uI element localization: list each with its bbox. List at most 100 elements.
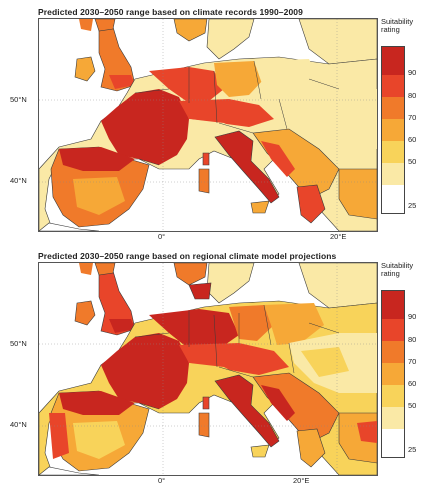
- borders: [134, 304, 340, 410]
- adriatic-coast: [261, 385, 295, 421]
- swatch-low: [382, 385, 404, 407]
- top-lon-label-20e: 20°E: [330, 232, 347, 241]
- poland: [264, 303, 324, 345]
- top-legend-label-90: 90: [408, 68, 417, 77]
- turkey-west: [338, 168, 377, 220]
- top-legend-bar: [381, 46, 405, 214]
- sicily: [250, 200, 270, 214]
- borders: [134, 60, 340, 166]
- top-legend: Suitability rating 90 80 70 60 50 25: [381, 18, 441, 238]
- swatch-very-high: [382, 291, 404, 319]
- swatch-mid-high: [382, 341, 404, 363]
- swatch-very-high: [382, 47, 404, 75]
- bottom-lat-label-40n: 40°N: [10, 420, 27, 429]
- iberia-north: [59, 391, 135, 415]
- bottom-map-svg: [39, 263, 377, 475]
- ireland: [74, 300, 96, 326]
- italy: [214, 130, 280, 204]
- germany-east: [214, 61, 264, 97]
- adriatic-coast: [261, 141, 295, 177]
- bottom-legend-title-2: rating: [381, 269, 400, 278]
- north-africa: [39, 466, 100, 475]
- bottom-panel-title: Predicted 2030–2050 range based on regio…: [38, 251, 337, 261]
- bottom-lon-label-20e: 20°E: [293, 476, 310, 485]
- top-panel: Predicted 2030–2050 range based on clima…: [0, 0, 445, 241]
- top-legend-label-25: 25: [408, 201, 417, 210]
- benelux-germany: [149, 67, 224, 103]
- iberia-west: [49, 413, 69, 459]
- bottom-legend: Suitability rating 90 80 70 60 50 25: [381, 262, 441, 482]
- swatch-mid: [382, 119, 404, 141]
- norway-west: [79, 263, 93, 275]
- sardinia: [198, 412, 210, 438]
- scandinavia-region: [206, 19, 255, 60]
- top-map-svg: [39, 19, 377, 231]
- top-legend-title-1: Suitability: [381, 17, 414, 26]
- sardinia: [198, 168, 210, 194]
- corsica: [202, 152, 210, 166]
- top-legend-title-2: rating: [381, 25, 400, 34]
- greece: [296, 428, 326, 468]
- scotland-north: [94, 19, 116, 32]
- gb-south: [109, 75, 135, 89]
- east-europe: [279, 89, 377, 149]
- top-map: [38, 18, 378, 232]
- swatch-mid: [382, 363, 404, 385]
- top-legend-label-60: 60: [408, 135, 417, 144]
- swatch-very-low: [382, 407, 404, 429]
- swatch-mid-high: [382, 97, 404, 119]
- swatch-none: [382, 185, 404, 213]
- top-lat-label-40n: 40°N: [10, 176, 27, 185]
- norway-south: [173, 19, 208, 42]
- swatch-none: [382, 429, 404, 457]
- gb-south: [109, 319, 135, 333]
- alps: [189, 363, 239, 381]
- sicily: [250, 444, 270, 458]
- norway-south: [173, 263, 208, 286]
- poland: [254, 59, 319, 99]
- corsica: [202, 396, 210, 410]
- iberia-north: [59, 147, 135, 171]
- swatch-very-low: [382, 163, 404, 185]
- bottom-panel: Predicted 2030–2050 range based on regio…: [0, 244, 445, 488]
- bottom-legend-bar: [381, 290, 405, 458]
- swatch-high: [382, 319, 404, 341]
- baltic-east: [298, 263, 377, 309]
- italy: [214, 374, 280, 448]
- swatch-high: [382, 75, 404, 97]
- baltic-east: [298, 19, 377, 65]
- bottom-lon-label-0: 0°: [158, 476, 166, 485]
- ireland: [74, 56, 96, 82]
- north-africa: [39, 222, 100, 231]
- top-legend-label-80: 80: [408, 91, 417, 100]
- top-lon-label-0: 0°: [158, 232, 166, 241]
- bottom-map: [38, 262, 378, 476]
- top-lat-label-50n: 50°N: [10, 95, 27, 104]
- scotland-north: [94, 263, 116, 276]
- iberia-inner: [73, 421, 125, 459]
- turkey-red: [357, 421, 377, 443]
- central-band: [179, 343, 289, 375]
- norway-west: [79, 19, 93, 31]
- bottom-legend-label-90: 90: [408, 312, 417, 321]
- top-legend-label-70: 70: [408, 113, 417, 122]
- bottom-lat-label-50n: 50°N: [10, 339, 27, 348]
- bottom-legend-title-1: Suitability: [381, 261, 414, 270]
- top-legend-label-50: 50: [408, 157, 417, 166]
- france: [101, 333, 189, 409]
- swatch-low: [382, 141, 404, 163]
- germany-east: [229, 305, 274, 341]
- bottom-legend-label-25: 25: [408, 445, 417, 454]
- benelux-germany: [149, 309, 239, 349]
- france: [101, 89, 189, 165]
- central-band: [179, 99, 274, 127]
- east-europe-mid: [301, 347, 349, 377]
- bottom-legend-label-70: 70: [408, 357, 417, 366]
- bottom-legend-label-80: 80: [408, 335, 417, 344]
- alps: [189, 119, 239, 137]
- top-panel-title: Predicted 2030–2050 range based on clima…: [38, 7, 303, 17]
- bottom-legend-label-60: 60: [408, 379, 417, 388]
- greece: [296, 184, 326, 224]
- denmark: [188, 282, 212, 300]
- bottom-legend-label-50: 50: [408, 401, 417, 410]
